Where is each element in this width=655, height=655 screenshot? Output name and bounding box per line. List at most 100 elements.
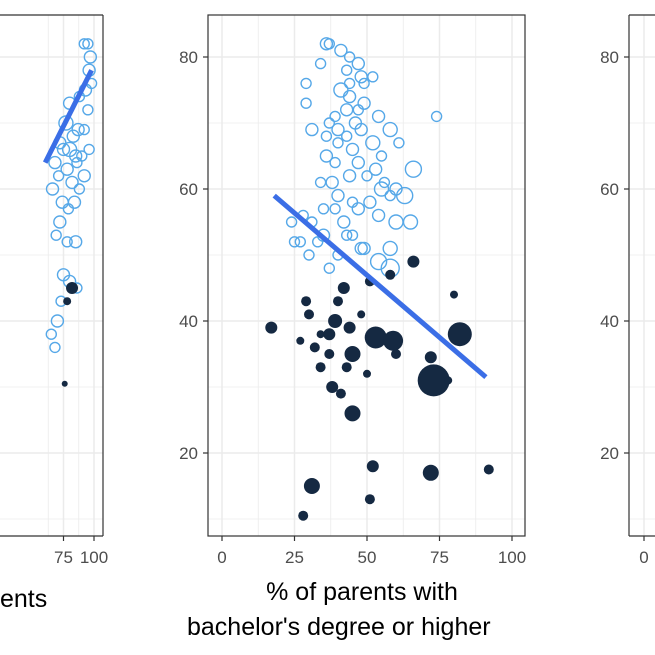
data-point-hollow xyxy=(396,186,414,205)
data-point-hollow xyxy=(303,249,315,261)
data-point-hollow xyxy=(45,328,57,340)
data-point-hollow xyxy=(320,130,333,142)
data-point-hollow xyxy=(329,156,341,169)
data-point-hollow xyxy=(404,160,423,178)
left-panel-grid xyxy=(0,15,103,536)
x-tick-label: 0 xyxy=(217,548,226,567)
data-point-filled xyxy=(417,364,450,397)
right-panel: 20 40 60 80 0 xyxy=(600,14,655,567)
data-point-hollow xyxy=(343,77,356,90)
middle-panel: 0 25 50 75 100 20 40 60 80 % of parents with ba… xyxy=(179,14,526,641)
data-point-hollow xyxy=(78,123,90,136)
data-point-hollow xyxy=(354,241,368,256)
y-tick-label: 60 xyxy=(179,180,198,199)
data-point-hollow xyxy=(361,170,373,182)
data-point-hollow xyxy=(49,341,61,354)
data-point-filled xyxy=(296,336,305,345)
title-crop-mask xyxy=(539,605,655,655)
data-point-hollow xyxy=(351,202,365,216)
data-point-hollow xyxy=(305,122,319,137)
middle-panel-points xyxy=(265,37,494,521)
data-point-filled xyxy=(407,255,420,268)
left-panel: 75 100 ents xyxy=(0,14,108,613)
data-point-hollow xyxy=(388,214,404,230)
data-point-hollow xyxy=(369,252,388,271)
data-point-filled xyxy=(265,321,278,334)
data-point-filled xyxy=(422,464,439,481)
data-point-hollow xyxy=(358,77,370,90)
x-tick-label: 75 xyxy=(430,548,449,567)
x-tick-label: 75 xyxy=(54,548,73,567)
y-tick-label: 60 xyxy=(600,180,619,199)
data-point-hollow xyxy=(71,156,83,169)
data-point-hollow xyxy=(341,130,353,142)
data-point-filled xyxy=(385,269,396,280)
data-point-hollow xyxy=(334,43,348,58)
data-point-hollow xyxy=(331,188,345,203)
right-panel-x-ticks: 0 xyxy=(639,536,649,567)
data-point-hollow xyxy=(61,141,78,158)
data-point-hollow xyxy=(319,37,334,51)
data-point-hollow xyxy=(340,103,354,117)
data-point-hollow xyxy=(60,162,74,176)
data-point-hollow xyxy=(319,149,334,163)
data-point-hollow xyxy=(342,169,357,183)
data-point-hollow xyxy=(288,236,301,248)
data-point-filled xyxy=(364,494,375,505)
data-point-hollow xyxy=(389,182,403,196)
data-point-hollow xyxy=(325,175,339,190)
data-point-hollow xyxy=(300,97,312,109)
data-point-hollow xyxy=(323,262,335,274)
data-point-hollow xyxy=(50,229,62,241)
data-point-hollow xyxy=(73,183,86,195)
data-point-hollow xyxy=(363,195,377,209)
data-point-hollow xyxy=(354,122,368,137)
data-point-hollow xyxy=(367,71,379,83)
data-point-hollow xyxy=(323,117,335,129)
data-point-hollow xyxy=(82,38,94,50)
x-tick-label: 25 xyxy=(285,548,304,567)
data-point-filled xyxy=(303,478,320,494)
left-panel-x-axis-title: ents xyxy=(0,585,47,613)
data-point-hollow xyxy=(62,203,75,215)
data-point-hollow xyxy=(365,135,381,151)
data-point-hollow xyxy=(393,137,405,149)
left-panel-x-ticks: 75 100 xyxy=(54,536,108,567)
data-point-hollow xyxy=(373,181,390,197)
data-point-filled xyxy=(301,296,312,307)
middle-panel-x-ticks: 0 25 50 75 100 xyxy=(217,536,526,567)
data-point-hollow xyxy=(317,203,330,215)
x-tick-label: 100 xyxy=(498,548,526,567)
data-point-hollow xyxy=(285,216,298,228)
middle-panel-y-ticks: 20 40 60 80 xyxy=(179,48,208,463)
x-tick-label: 100 xyxy=(80,548,108,567)
data-point-hollow xyxy=(68,235,83,249)
data-point-hollow xyxy=(345,142,360,157)
data-point-filled xyxy=(357,310,366,319)
data-point-filled xyxy=(364,326,387,349)
data-point-hollow xyxy=(83,50,98,64)
data-point-filled xyxy=(444,376,453,385)
data-point-filled xyxy=(343,321,356,334)
data-point-hollow xyxy=(342,89,357,104)
data-point-hollow xyxy=(329,110,341,123)
data-point-filled xyxy=(337,282,350,294)
right-panel-grid xyxy=(629,15,655,536)
data-point-hollow xyxy=(314,57,327,70)
data-point-hollow xyxy=(50,314,65,328)
data-point-hollow xyxy=(375,150,388,162)
middle-panel-trend-line xyxy=(272,193,488,379)
data-point-hollow xyxy=(337,215,351,229)
data-point-hollow xyxy=(332,137,344,149)
data-point-hollow xyxy=(351,56,365,71)
data-point-filled xyxy=(326,381,339,393)
data-point-hollow xyxy=(55,195,69,209)
data-point-hollow xyxy=(331,122,345,137)
data-point-filled xyxy=(341,362,352,373)
x-tick-label: 0 xyxy=(639,548,648,567)
x-tick-label: 50 xyxy=(358,548,377,567)
data-point-filled xyxy=(391,349,401,359)
data-point-filled xyxy=(316,330,325,339)
data-point-hollow xyxy=(65,175,79,190)
data-point-hollow xyxy=(48,155,62,170)
